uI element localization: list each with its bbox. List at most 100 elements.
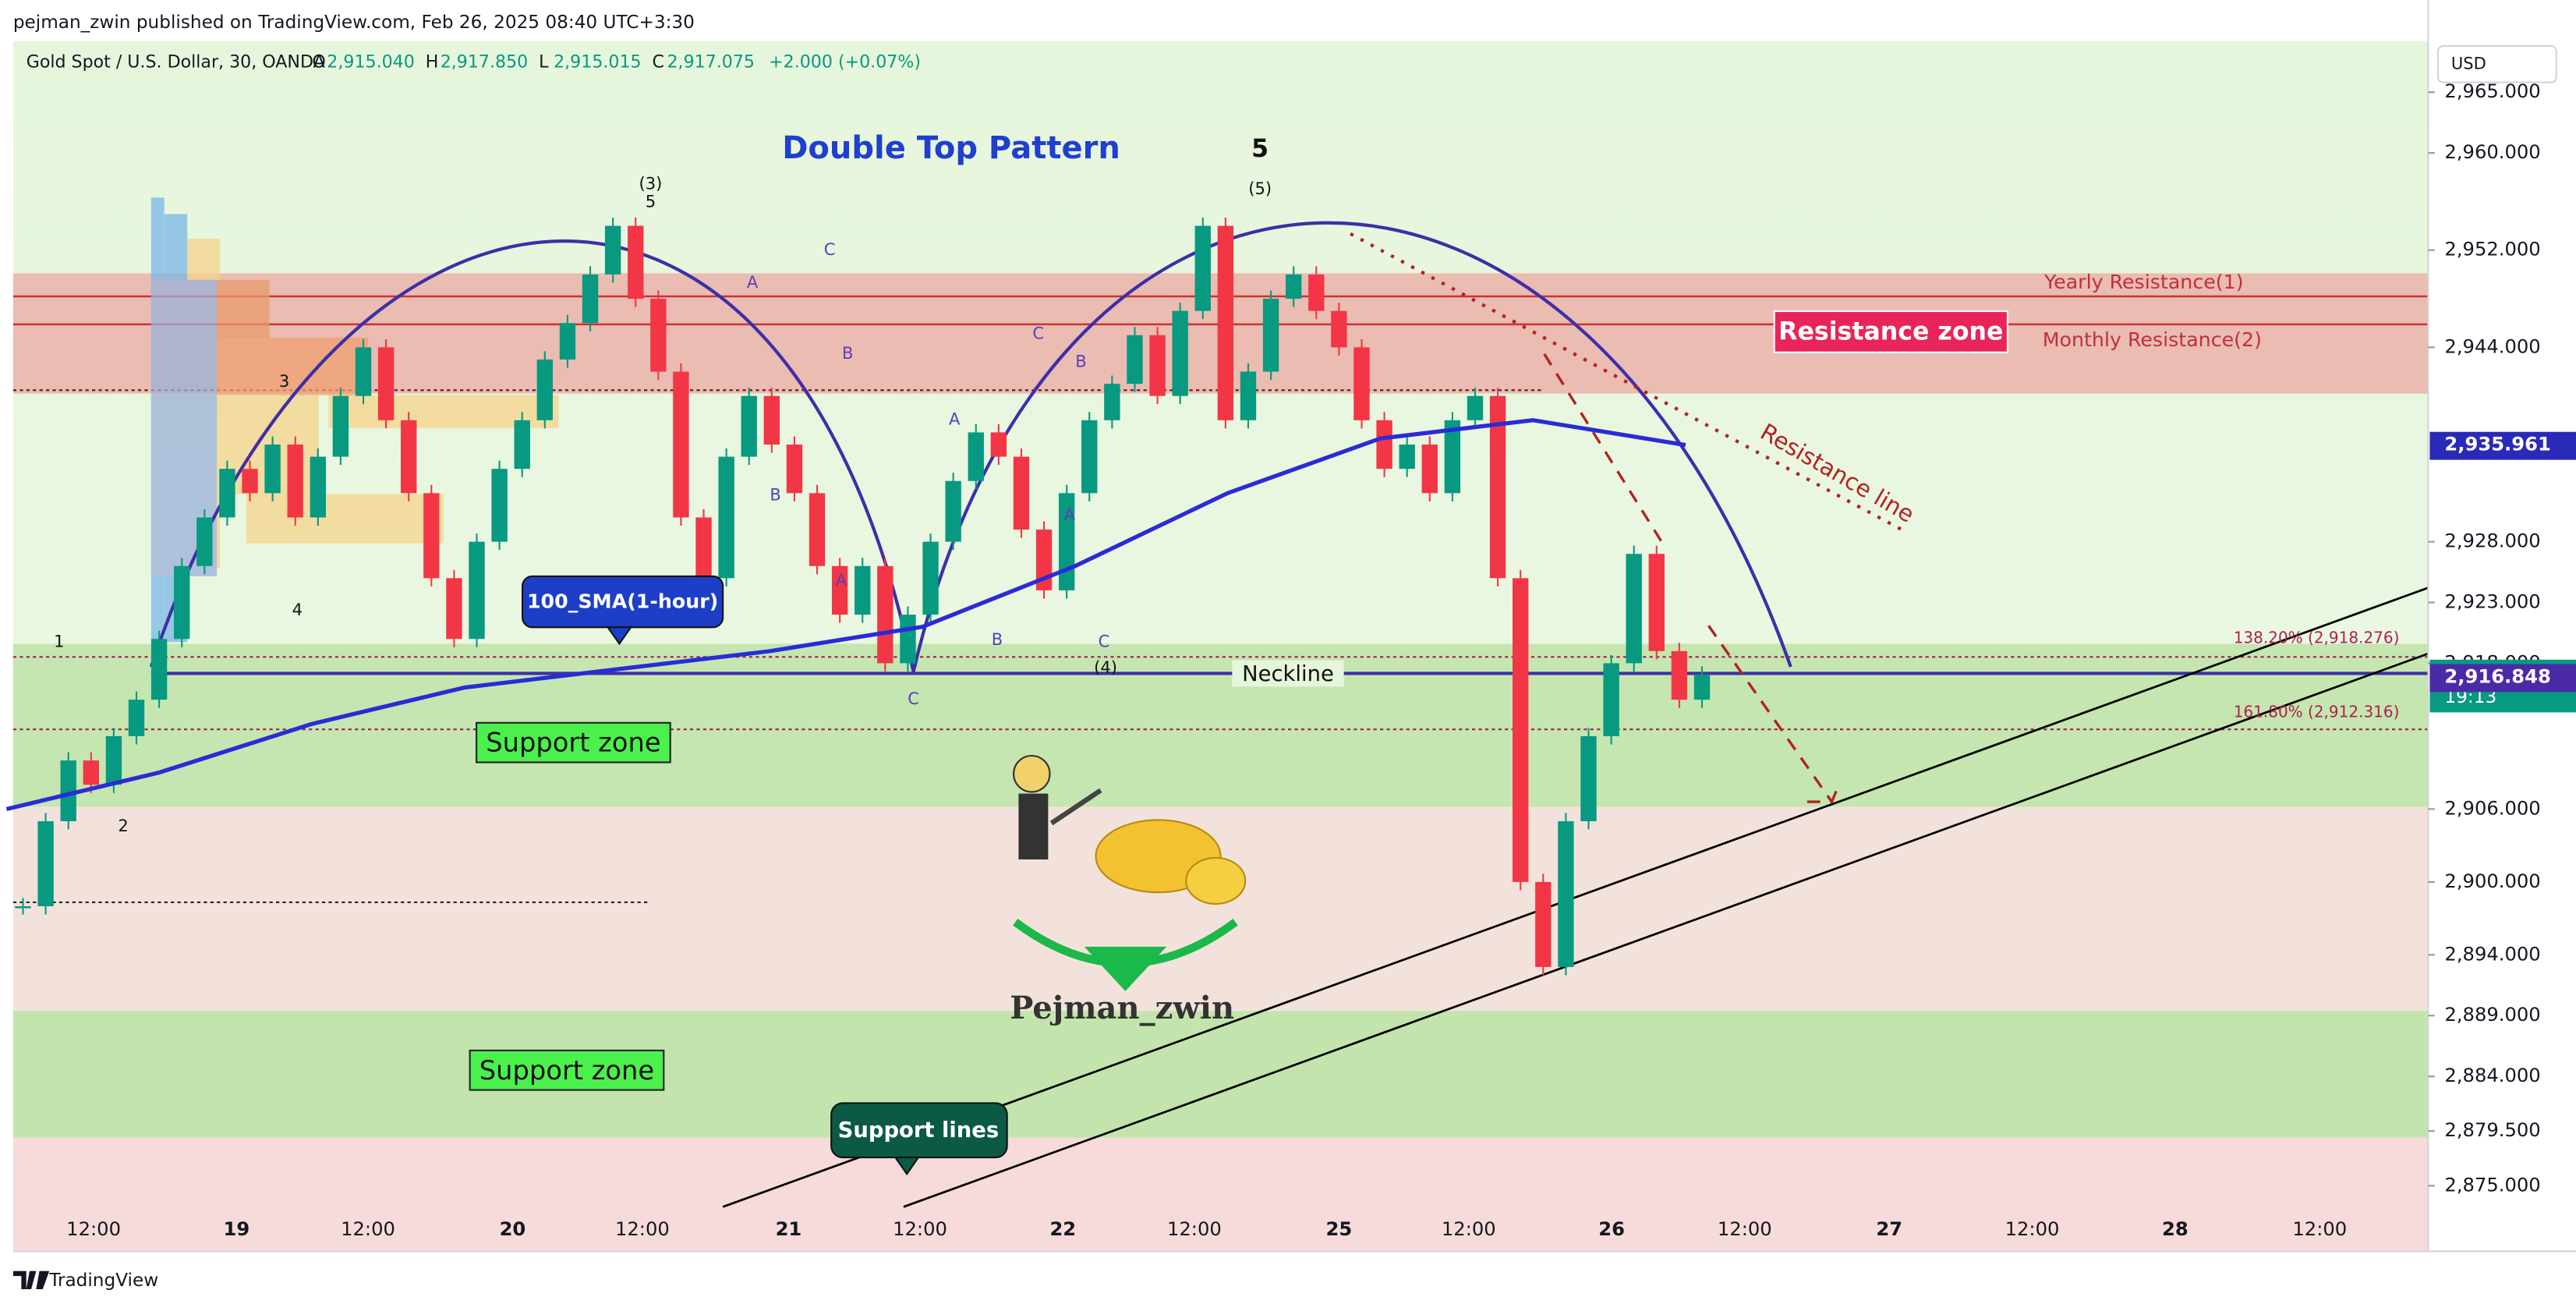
candle: [718, 456, 734, 579]
x-tick-label: 26: [1598, 1217, 1625, 1240]
candle: [491, 469, 508, 542]
ohlc-label: O: [312, 52, 325, 73]
price-label-box: [2429, 431, 2576, 460]
wave-label: C: [1032, 324, 1044, 343]
x-tick-label: 12:00: [1718, 1217, 1772, 1240]
candle: [1127, 335, 1143, 384]
y-tick-label: 2,944.000: [2444, 335, 2540, 357]
candle: [150, 639, 168, 700]
candle: [628, 225, 644, 299]
candles: [5, 218, 1711, 976]
candle: [174, 565, 190, 640]
candle: [1535, 881, 1552, 967]
support-zone-band: [12, 1011, 2429, 1138]
currency-box: [2436, 45, 2557, 83]
candle: [1240, 371, 1257, 420]
price-label: 2,935.961: [2444, 433, 2550, 455]
x-tick-label: 21: [776, 1217, 802, 1240]
sma-line: [5, 418, 1686, 811]
candle: [1580, 735, 1597, 821]
support-lines-label: Support lines: [838, 1118, 999, 1143]
candle: [355, 347, 372, 396]
candle: [990, 432, 1007, 457]
ohlc-label: H: [426, 52, 439, 73]
pink-band: [12, 1137, 2429, 1252]
neckline-label-bg: [1232, 660, 1344, 687]
candle: [741, 395, 757, 457]
candle: [1081, 420, 1098, 494]
sma-callout-tail: [606, 626, 633, 646]
wave-label: A: [949, 409, 961, 428]
y-tick-label: 2,875.000: [2444, 1173, 2540, 1196]
y-tick-label: 2,894.000: [2444, 942, 2540, 965]
resistance-zone-label: Resistance zone: [1778, 317, 2003, 345]
candle: [196, 517, 213, 566]
wave-label: 1: [54, 631, 64, 650]
x-tick-label: 12:00: [1167, 1217, 1222, 1240]
candle: [1421, 445, 1438, 494]
candle: [1353, 347, 1370, 420]
pink-band: [12, 806, 2429, 1012]
x-tick-label: 12:00: [893, 1217, 947, 1240]
candle: [1376, 420, 1392, 470]
candle: [1489, 395, 1506, 579]
x-tick-label: 12:00: [1442, 1217, 1496, 1240]
wave-label: B: [992, 629, 1003, 649]
candle: [1013, 456, 1030, 530]
fib-label: 138.20% (2,918.276): [2234, 629, 2400, 647]
candle: [855, 565, 871, 615]
x-tick-label: 25: [1325, 1217, 1352, 1240]
wave-label: C: [1099, 631, 1110, 650]
sma-label: 100_SMA(1-hour): [527, 590, 718, 613]
candle: [377, 347, 395, 420]
author-label: Pejman_zwin: [1010, 990, 1234, 1026]
x-tick-label: 12:00: [2292, 1217, 2347, 1240]
ohlc-value: 2,915.015: [554, 52, 642, 73]
y-tick-label: 2,889.000: [2444, 1003, 2540, 1026]
y-tick-label: 2,900.000: [2444, 870, 2540, 892]
candle: [1262, 299, 1279, 372]
candle: [15, 906, 31, 909]
candle: [695, 517, 712, 579]
pattern-title: Double Top Pattern: [782, 130, 1120, 166]
candle: [1194, 225, 1211, 311]
wave-label: C: [908, 689, 919, 708]
candle: [650, 299, 667, 372]
candle: [105, 735, 122, 785]
monthly-label: Monthly Resistance(2): [2043, 328, 2262, 351]
candle: [877, 565, 893, 664]
candle: [287, 445, 303, 518]
candle: [1217, 225, 1234, 420]
ohlc-value: 2,917.850: [441, 52, 529, 73]
yearly-label: Yearly Resistance(1): [2043, 271, 2244, 293]
x-tick-label: 12:00: [66, 1217, 121, 1240]
wave-label: (5): [1248, 179, 1272, 198]
support-zone-label: Support zone: [486, 728, 660, 758]
candle: [128, 700, 145, 736]
x-tick-label: 12:00: [341, 1217, 395, 1240]
candle: [401, 420, 417, 494]
candle: [763, 395, 780, 445]
candle: [469, 541, 485, 640]
wave-label: (3): [639, 173, 663, 193]
candle: [242, 469, 258, 494]
candle: [514, 420, 530, 470]
y-tick-label: 2,928.000: [2444, 530, 2540, 552]
candle: [1648, 554, 1665, 651]
neckline-label: Neckline: [1242, 662, 1334, 686]
wave-label: B: [842, 343, 853, 363]
wave-label: B: [1075, 351, 1086, 370]
candle: [37, 820, 54, 907]
brand-logo: [12, 1270, 50, 1289]
x-tick-label: 20: [500, 1217, 526, 1240]
candle: [1558, 820, 1574, 967]
candle: [219, 469, 235, 518]
candle: [786, 445, 803, 494]
wave-label: 5: [646, 192, 656, 211]
candle: [536, 359, 554, 420]
wave-label: C: [824, 239, 836, 259]
support-zone-band: [12, 643, 2429, 807]
x-tick-label: 28: [2162, 1217, 2189, 1240]
support-zone-box: [476, 721, 671, 764]
